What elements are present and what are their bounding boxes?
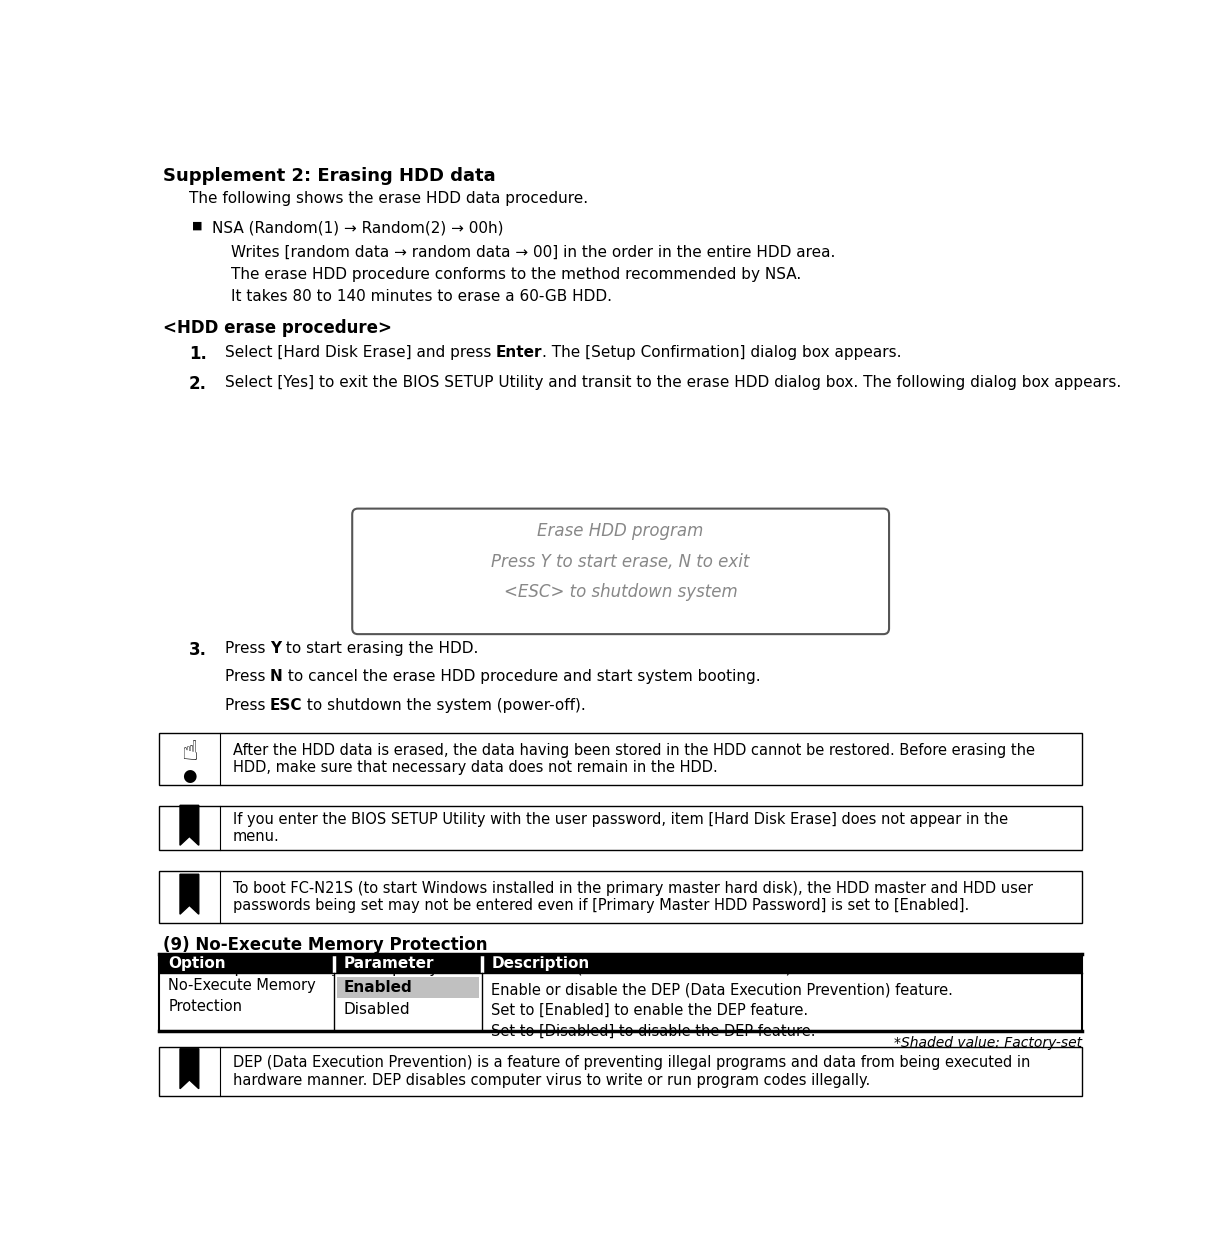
Text: Parameter: Parameter xyxy=(344,956,435,971)
Text: . The [Setup Confirmation] dialog box appears.: . The [Setup Confirmation] dialog box ap… xyxy=(543,345,902,361)
Text: Press: Press xyxy=(224,698,270,713)
Text: Press: Press xyxy=(224,641,270,656)
Text: Enable or disable the DEP (Data Execution Prevention) feature.: Enable or disable the DEP (Data Executio… xyxy=(492,982,953,997)
Text: ESC: ESC xyxy=(270,698,303,713)
Bar xyxy=(159,806,1083,850)
Text: Y: Y xyxy=(270,641,281,656)
Text: If you enter the BIOS SETUP Utility with the user password, item [Hard Disk Eras: If you enter the BIOS SETUP Utility with… xyxy=(233,811,1008,845)
Text: Select [Hard Disk Erase] and press: Select [Hard Disk Erase] and press xyxy=(224,345,495,361)
Text: It takes 80 to 140 minutes to erase a 60-GB HDD.: It takes 80 to 140 minutes to erase a 60… xyxy=(231,289,612,304)
Bar xyxy=(159,953,1083,973)
Text: NSA (Random(1) → Random(2) → 00h): NSA (Random(1) → Random(2) → 00h) xyxy=(212,221,504,236)
Text: Supplement 2: Erasing HDD data: Supplement 2: Erasing HDD data xyxy=(162,167,495,185)
Text: ■: ■ xyxy=(191,221,202,231)
FancyBboxPatch shape xyxy=(352,509,889,634)
Text: N: N xyxy=(270,669,282,684)
Text: No-Execute Memory
Protection: No-Execute Memory Protection xyxy=(168,978,316,1014)
Text: 1.: 1. xyxy=(189,345,207,363)
Polygon shape xyxy=(180,1049,199,1089)
Text: <HDD erase procedure>: <HDD erase procedure> xyxy=(162,320,391,337)
Text: Writes [random data → random data → 00] in the order in the entire HDD area.: Writes [random data → random data → 00] … xyxy=(231,246,836,261)
Text: Description: Description xyxy=(492,956,590,971)
Text: Press Y to start erase, N to exit: Press Y to start erase, N to exit xyxy=(492,553,750,571)
Text: Option: Option xyxy=(168,956,226,971)
Text: This option allows you to specify whether the DEP (Data Execution Prevention) fe: This option allows you to specify whethe… xyxy=(189,961,1080,976)
Bar xyxy=(159,871,1083,924)
Bar xyxy=(337,977,480,998)
Text: (9) No-Execute Memory Protection: (9) No-Execute Memory Protection xyxy=(162,936,487,953)
Text: To boot FC-N21S (to start Windows installed in the primary master hard disk), th: To boot FC-N21S (to start Windows instal… xyxy=(233,881,1033,913)
Text: 3.: 3. xyxy=(189,641,207,658)
Text: *Shaded value: Factory-set: *Shaded value: Factory-set xyxy=(894,1036,1083,1051)
Text: The following shows the erase HDD data procedure.: The following shows the erase HDD data p… xyxy=(189,191,589,206)
Text: Enabled: Enabled xyxy=(344,981,413,995)
Text: Select [Yes] to exit the BIOS SETUP Utility and transit to the erase HDD dialog : Select [Yes] to exit the BIOS SETUP Util… xyxy=(224,374,1121,389)
Text: ●: ● xyxy=(182,767,196,785)
Polygon shape xyxy=(180,805,199,845)
Text: to cancel the erase HDD procedure and start system booting.: to cancel the erase HDD procedure and st… xyxy=(282,669,761,684)
Text: Press: Press xyxy=(224,669,270,684)
Text: Enter: Enter xyxy=(495,345,543,361)
Text: Set to [Enabled] to enable the DEP feature.: Set to [Enabled] to enable the DEP featu… xyxy=(492,1003,809,1018)
Text: Set to [Disabled] to disable the DEP feature.: Set to [Disabled] to disable the DEP fea… xyxy=(492,1024,816,1039)
Text: Disabled: Disabled xyxy=(344,1003,411,1018)
Polygon shape xyxy=(180,874,199,914)
Bar xyxy=(159,734,1083,785)
Text: After the HDD data is erased, the data having been stored in the HDD cannot be r: After the HDD data is erased, the data h… xyxy=(233,743,1035,776)
Text: The erase HDD procedure conforms to the method recommended by NSA.: The erase HDD procedure conforms to the … xyxy=(231,267,802,282)
Text: <ESC> to shutdown system: <ESC> to shutdown system xyxy=(504,583,737,601)
Text: to start erasing the HDD.: to start erasing the HDD. xyxy=(281,641,478,656)
Text: Erase HDD program: Erase HDD program xyxy=(538,522,704,541)
Text: ☝: ☝ xyxy=(180,737,197,766)
Text: to shutdown the system (power-off).: to shutdown the system (power-off). xyxy=(303,698,586,713)
Bar xyxy=(159,1047,1083,1097)
Text: DEP (Data Execution Prevention) is a feature of preventing illegal programs and : DEP (Data Execution Prevention) is a fea… xyxy=(233,1056,1031,1088)
Text: 2.: 2. xyxy=(189,374,207,393)
